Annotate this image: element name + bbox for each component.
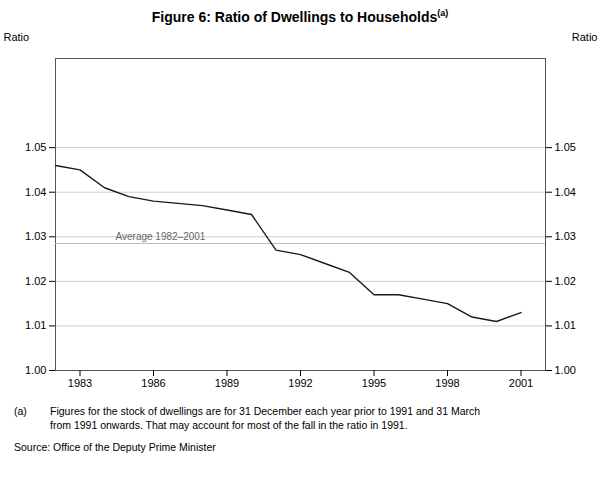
svg-text:1992: 1992 <box>288 377 312 389</box>
svg-text:1.03: 1.03 <box>555 230 576 242</box>
svg-text:Ratio: Ratio <box>572 31 598 43</box>
svg-text:1.04: 1.04 <box>555 186 576 198</box>
svg-text:Average 1982–2001: Average 1982–2001 <box>116 231 206 242</box>
svg-text:1.04: 1.04 <box>25 186 46 198</box>
svg-text:Ratio: Ratio <box>4 31 30 43</box>
svg-text:1983: 1983 <box>68 377 92 389</box>
svg-text:1986: 1986 <box>141 377 165 389</box>
svg-text:1989: 1989 <box>215 377 239 389</box>
svg-text:1995: 1995 <box>362 377 386 389</box>
svg-text:1.05: 1.05 <box>555 141 576 153</box>
svg-text:1.02: 1.02 <box>555 275 576 287</box>
svg-text:1.05: 1.05 <box>25 141 46 153</box>
html-text:Figure 6: Ratio of Dwellings t: Figure 6: Ratio of Dwellings to Househol… <box>151 8 449 25</box>
svg-text:1.00: 1.00 <box>555 364 576 376</box>
svg-text:2001: 2001 <box>509 377 533 389</box>
html-text:Source: Office of the Deputy P: Source: Office of the Deputy Prime Minis… <box>14 441 216 454</box>
svg-text:1998: 1998 <box>435 377 459 389</box>
html-text:(a): (a) <box>14 405 27 417</box>
html-text:Figures for the stock of dwell: Figures for the stock of dwellings are f… <box>50 405 481 432</box>
svg-text:1.03: 1.03 <box>25 230 46 242</box>
svg-text:1.02: 1.02 <box>25 275 46 287</box>
svg-text:1.01: 1.01 <box>25 319 46 331</box>
svg-text:1.01: 1.01 <box>555 319 576 331</box>
svg-text:1.00: 1.00 <box>25 364 46 376</box>
